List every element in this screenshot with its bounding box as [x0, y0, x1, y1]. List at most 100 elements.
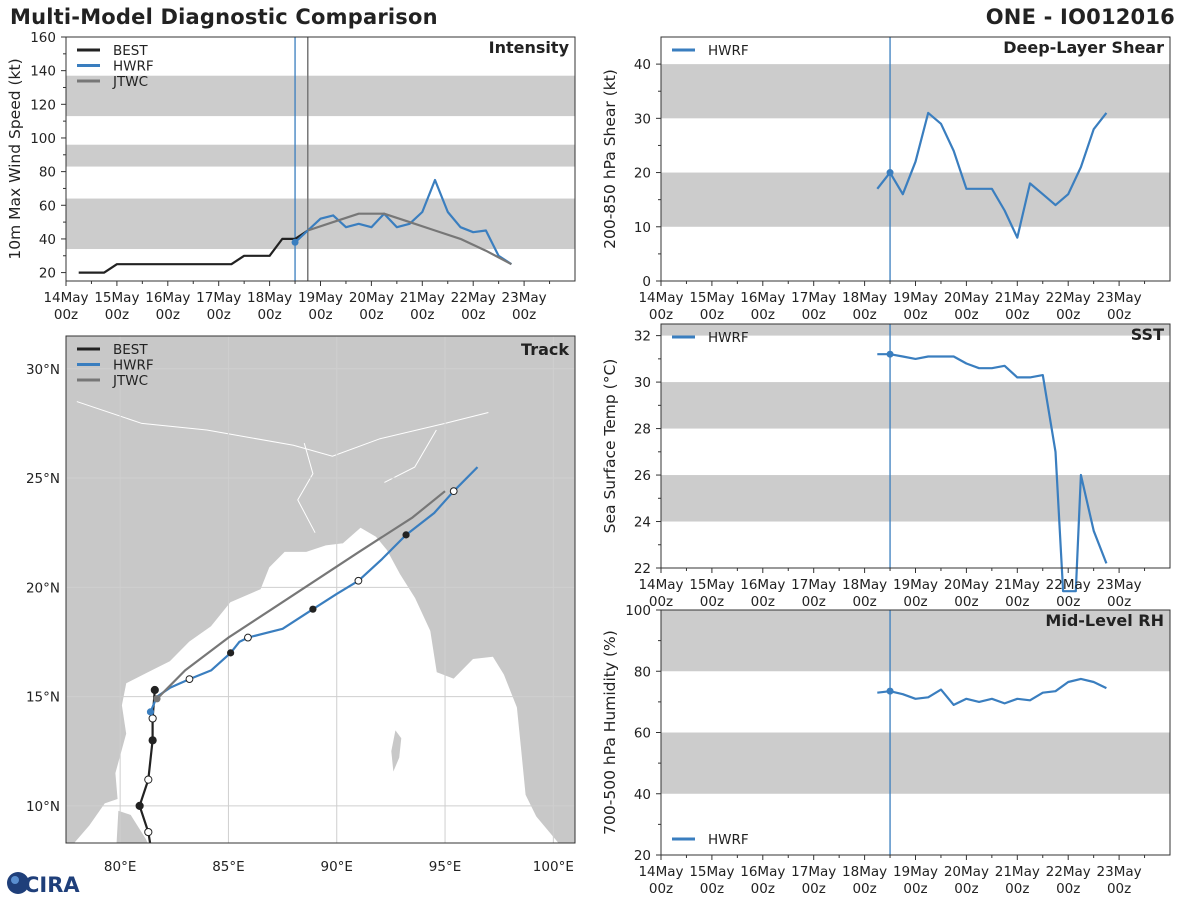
y-tick-label: 100: [30, 131, 56, 147]
x-tick-label: 16May: [740, 864, 785, 880]
y-tick-label: 40: [634, 57, 651, 73]
map-x-tick-label: 95°E: [429, 859, 461, 875]
x-tick-label: 18May: [247, 290, 292, 306]
track-point-hwrf: [309, 605, 317, 613]
x-tick-label: 00z: [1005, 881, 1029, 897]
y-tick-label: 120: [30, 97, 56, 113]
y-axis-label: 700-500 hPa Humidity (%): [601, 630, 619, 835]
x-tick-label: 18May: [842, 577, 887, 593]
x-tick-label: 00z: [954, 594, 978, 610]
x-tick-label: 22May: [1046, 864, 1091, 880]
x-tick-label: 00z: [1056, 881, 1080, 897]
y-tick-label: 20: [39, 266, 56, 282]
x-tick-label: 00z: [852, 594, 876, 610]
x-tick-label: 17May: [791, 290, 836, 306]
y-tick-label: 160: [30, 30, 56, 46]
storm-id: ONE - IO012016: [985, 5, 1175, 29]
map-y-tick-label: 15°N: [26, 690, 60, 706]
jtwc-init-marker: [153, 695, 161, 703]
y-axis-label: 200-850 hPa Shear (kt): [601, 69, 619, 249]
x-tick-label: 23May: [1097, 290, 1142, 306]
x-tick-label: 14May: [43, 290, 88, 306]
x-tick-label: 00z: [1005, 594, 1029, 610]
shaded-band: [66, 144, 575, 167]
series-line-hwrf: [294, 178, 513, 266]
map-x-tick-label: 80°E: [104, 859, 136, 875]
map-x-tick-label: 85°E: [212, 859, 244, 875]
x-tick-label: 00z: [751, 594, 775, 610]
y-tick-label: 0: [642, 274, 651, 290]
logo-text: CIRA: [24, 873, 80, 897]
y-tick-label: 20: [634, 166, 651, 182]
track-point-hwrf: [227, 649, 235, 657]
x-tick-label: 00z: [359, 307, 383, 323]
legend-label: HWRF: [708, 832, 749, 848]
x-tick-label: 18May: [842, 864, 887, 880]
x-tick-label: 15May: [689, 290, 734, 306]
map-y-tick-label: 20°N: [26, 580, 60, 596]
track-point-best: [148, 736, 157, 745]
y-tick-label: 80: [39, 165, 56, 181]
y-tick-label: 40: [39, 232, 56, 248]
y-axis-label: Sea Surface Temp (°C): [601, 359, 619, 534]
shaded-band: [661, 732, 1170, 794]
x-tick-label: 14May: [638, 290, 683, 306]
shaded-band: [661, 382, 1170, 429]
x-tick-label: 15May: [689, 577, 734, 593]
panel-sst: 22242628303214May00z15May00z16May00z17Ma…: [601, 323, 1171, 610]
chart-title: Multi-Model Diagnostic Comparison: [10, 5, 438, 29]
x-tick-label: 21May: [995, 290, 1040, 306]
map-y-tick-label: 25°N: [26, 471, 60, 487]
legend-label: BEST: [113, 342, 148, 358]
panel-title: Mid-Level RH: [1045, 611, 1164, 630]
hwrf-init-marker: [146, 708, 155, 716]
x-tick-label: 00z: [852, 881, 876, 897]
x-tick-label: 00z: [751, 307, 775, 323]
x-tick-label: 00z: [308, 307, 332, 323]
x-tick-label: 14May: [638, 864, 683, 880]
border-line: [384, 429, 437, 483]
panel-intensity: 2040608010012014016014May00z15May00z16Ma…: [6, 30, 576, 323]
x-tick-label: 19May: [893, 577, 938, 593]
x-tick-label: 20May: [944, 864, 989, 880]
map-frame: [65, 335, 576, 844]
x-tick-label: 00z: [903, 594, 927, 610]
track-point-best: [135, 801, 144, 810]
x-tick-label: 00z: [802, 307, 826, 323]
border-line: [76, 401, 489, 457]
y-tick-label: 20: [634, 848, 651, 864]
init-point-marker: [886, 169, 894, 177]
x-tick-label: 22May: [451, 290, 496, 306]
panel-title: Deep-Layer Shear: [1003, 38, 1164, 57]
track-point-best: [149, 855, 156, 862]
x-tick-label: 00z: [700, 307, 724, 323]
series-line-jtwc: [307, 212, 512, 266]
init-point-marker: [291, 238, 299, 246]
x-tick-label: 18May: [842, 290, 887, 306]
series-line-hwrf: [877, 677, 1107, 707]
track-point-hwrf: [402, 531, 410, 539]
track-point-best: [144, 775, 153, 784]
track-line-hwrf: [149, 466, 479, 713]
shaded-band: [66, 75, 575, 117]
y-tick-label: 60: [39, 198, 56, 214]
panel-title: Track: [521, 340, 569, 359]
x-tick-label: 14May: [638, 577, 683, 593]
track-point-hwrf: [185, 675, 194, 683]
x-tick-label: 17May: [791, 577, 836, 593]
x-tick-label: 20May: [944, 290, 989, 306]
shaded-band: [661, 475, 1170, 522]
x-tick-label: 00z: [1107, 881, 1131, 897]
track-point-hwrf: [354, 576, 363, 585]
y-tick-label: 32: [634, 329, 651, 345]
legend-label: HWRF: [708, 43, 749, 59]
x-tick-label: 16May: [145, 290, 190, 306]
shaded-band: [661, 64, 1170, 119]
track-line-jtwc: [156, 490, 446, 700]
legend-label: HWRF: [708, 330, 749, 346]
cira-logo: CIRA: [7, 872, 80, 897]
map-x-tick-label: 100°E: [533, 859, 574, 875]
x-tick-label: 21May: [995, 864, 1040, 880]
x-tick-label: 00z: [1056, 594, 1080, 610]
panel-rh: 2040608010014May00z15May00z16May00z17May…: [601, 603, 1171, 897]
